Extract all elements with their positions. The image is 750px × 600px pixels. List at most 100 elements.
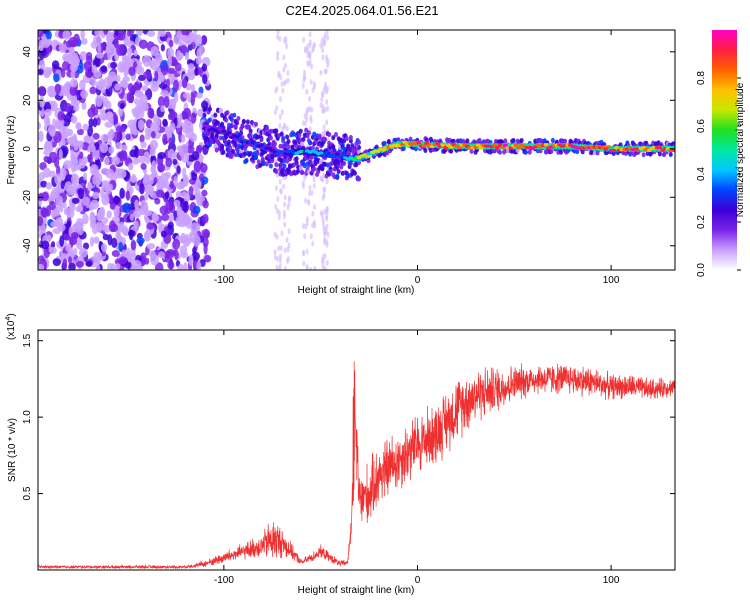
- spectrogram-cell: [312, 81, 316, 88]
- spectrogram-cell: [142, 71, 152, 79]
- spectrogram-cell: [519, 137, 524, 143]
- spectrogram-cell: [85, 70, 94, 78]
- spectrogram-cell: [177, 264, 185, 270]
- spectrogram-cell: [140, 199, 147, 212]
- spectrogram-cell: [285, 236, 289, 243]
- spectrogram-cell: [224, 117, 229, 123]
- spectrogram-cell: [172, 158, 178, 165]
- spectrogram-cell: [308, 140, 313, 146]
- spectrogram-cell: [67, 54, 75, 65]
- spectrogram-cell: [326, 231, 330, 238]
- spectrogram-cell: [81, 38, 88, 45]
- spectrogram-cell: [285, 125, 289, 132]
- spectrogram-cell: [322, 124, 326, 131]
- snr-y-ticks: 0.5 1.0 1.5: [22, 333, 675, 501]
- spectrogram-cell: [73, 33, 80, 43]
- spectrogram-cell: [138, 39, 148, 50]
- spectrogram-cell: [139, 134, 145, 144]
- spectrogram-cell: [282, 209, 286, 216]
- spectrogram-cell: [89, 164, 99, 176]
- spectrogram-cell: [196, 261, 202, 270]
- spectrogram-cell: [100, 65, 108, 73]
- spectrogram-cell: [93, 251, 101, 262]
- spectrogram-cell: [277, 70, 281, 77]
- spectrogram-cell: [324, 151, 329, 155]
- spectrogram-cell: [278, 36, 282, 43]
- spectrogram-cell: [310, 145, 315, 151]
- spectrogram-cell: [202, 112, 207, 118]
- spectrogram-cell: [326, 105, 330, 112]
- spectrogram-cell: [283, 247, 287, 254]
- spectrogram-cell: [210, 134, 215, 140]
- spectrogram-cell: [494, 145, 500, 150]
- spectrogram-cell: [192, 235, 201, 247]
- spectrogram-cell: [301, 223, 305, 230]
- spectrogram-cell: [279, 244, 283, 251]
- spectrogram-cell: [44, 69, 51, 78]
- spectrogram-cell: [321, 216, 325, 223]
- x-tick-label: 100: [603, 275, 620, 286]
- spectrogram-cell: [611, 148, 617, 153]
- spectrogram-cell: [45, 182, 52, 190]
- spectrogram-cell: [77, 203, 84, 213]
- spectrogram-cell: [308, 31, 312, 38]
- spectrogram-cell: [152, 213, 160, 222]
- spectrogram-cell: [199, 163, 208, 173]
- spectrogram-cell: [38, 216, 44, 227]
- spectrogram-cell: [174, 249, 179, 261]
- spectrogram-cell: [44, 108, 52, 117]
- spectrogram-cell: [69, 63, 78, 73]
- spectrogram-cell: [191, 151, 200, 161]
- spectrogram-cell: [323, 253, 327, 260]
- y-tick-label: 0: [22, 146, 33, 152]
- spectrogram-cell: [435, 142, 441, 146]
- spectrogram-cell: [54, 156, 60, 168]
- snr-scale-exponent: 4: [5, 317, 12, 321]
- spectrogram-cell: [233, 125, 238, 131]
- spectrogram-cell: [401, 146, 406, 152]
- spectrogram-cell: [302, 73, 306, 80]
- spectrogram-cell: [245, 119, 250, 125]
- spectrogram-cell: [81, 101, 87, 110]
- spectrogram-cell: [671, 148, 675, 152]
- spectrogram-cell: [195, 56, 202, 65]
- spectrogram-cell: [122, 76, 131, 83]
- spectrogram-cell: [668, 151, 673, 157]
- spectrogram-cell: [108, 220, 116, 233]
- spectrogram-cell: [302, 249, 306, 256]
- colorbar-gradient-bar: [712, 30, 737, 270]
- spectrogram-cell: [558, 149, 563, 155]
- spectrogram-cell: [280, 230, 284, 237]
- spectrogram-cell: [58, 43, 67, 53]
- spectrogram-cell: [108, 128, 115, 140]
- spectrogram-cell: [105, 100, 112, 110]
- spectrogram-cell: [90, 136, 95, 148]
- spectrogram-cell: [144, 127, 153, 135]
- spectrogram-cell: [62, 30, 71, 41]
- spectrogram-cell: [294, 160, 299, 166]
- spectrogram-cell: [157, 30, 167, 37]
- spectrogram-cell: [175, 191, 182, 198]
- spectrogram-cell: [332, 154, 338, 158]
- spectrogram-cell: [286, 256, 290, 263]
- spectrogram-cell: [325, 119, 329, 126]
- spectrogram-cell: [92, 132, 100, 140]
- spectrogram-cell: [423, 147, 428, 153]
- spectrogram-cell: [68, 208, 75, 219]
- spectrogram-cell: [57, 110, 65, 121]
- spectrogram-cell: [127, 83, 134, 92]
- spectrogram-panel: -100 0 100 -40 -20 0 20 40 Height of straight …: [6, 29, 676, 296]
- spectrogram-cell: [161, 213, 170, 222]
- spectrogram-cell: [164, 191, 170, 200]
- x-tick-label: 100: [603, 575, 620, 586]
- spectrogram-cell: [312, 166, 317, 172]
- spectrogram-cell: [168, 39, 174, 48]
- spectrogram-cell: [150, 254, 159, 266]
- spectrogram-cell: [44, 141, 51, 150]
- snr-series: [38, 361, 675, 570]
- spectrogram-cell: [190, 112, 197, 124]
- spectrogram-cell: [239, 130, 244, 136]
- x-tick-label: -100: [214, 275, 234, 286]
- spectrogram-cell: [127, 162, 134, 171]
- spectrogram-cell: [172, 238, 181, 250]
